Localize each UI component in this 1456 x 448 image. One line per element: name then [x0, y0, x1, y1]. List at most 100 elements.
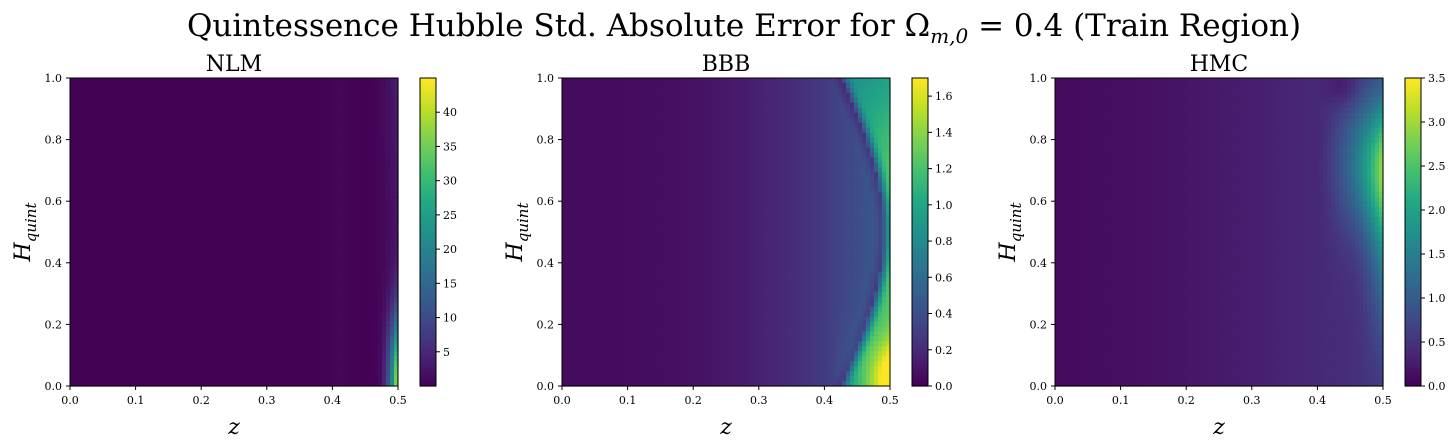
heatmap-cell: [90, 371, 95, 377]
heatmap-cell: [110, 381, 115, 387]
heatmap-cell: [174, 356, 179, 362]
heatmap-cell: [110, 351, 115, 357]
heatmap-cell: [290, 306, 295, 313]
heatmap-cell: [114, 227, 119, 233]
heatmap-cell: [86, 97, 91, 104]
heatmap-cell: [126, 301, 131, 308]
heatmap-cell: [94, 137, 99, 144]
heatmap-cell: [386, 227, 391, 233]
heatmap-cell: [386, 296, 391, 303]
heatmap-cell: [138, 172, 143, 178]
heatmap-cell: [282, 122, 287, 129]
heatmap-cell: [174, 366, 179, 372]
heatmap-cell: [206, 356, 211, 362]
heatmap-cell: [306, 246, 311, 253]
heatmap-cell: [150, 177, 155, 183]
heatmap-cell: [138, 147, 143, 154]
heatmap-cell: [86, 222, 91, 228]
heatmap-cell: [330, 117, 335, 124]
heatmap-cell: [326, 222, 331, 228]
heatmap-cell: [254, 187, 259, 193]
heatmap-cell: [286, 182, 291, 188]
heatmap-cell: [386, 202, 391, 208]
heatmap-cell: [206, 152, 211, 159]
heatmap-cell: [182, 102, 187, 109]
heatmap-cell: [326, 271, 331, 278]
heatmap-cell: [382, 142, 387, 149]
heatmap-cell: [254, 281, 259, 288]
heatmap-cell: [214, 132, 219, 139]
heatmap-cell: [242, 202, 247, 208]
heatmap-cell: [154, 187, 159, 193]
heatmap-cell: [294, 271, 299, 278]
heatmap-cell: [346, 132, 351, 139]
heatmap-cell: [158, 182, 163, 188]
heatmap-cell: [338, 271, 343, 278]
heatmap-cell: [86, 281, 91, 288]
heatmap-cell: [174, 78, 179, 84]
heatmap-cell: [190, 291, 195, 298]
heatmap-cell: [262, 207, 267, 213]
heatmap-cell: [390, 246, 395, 253]
heatmap-cell: [154, 281, 159, 288]
heatmap-cell: [174, 291, 179, 298]
heatmap-cell: [250, 346, 255, 352]
heatmap-cell: [294, 217, 299, 223]
heatmap-cell: [386, 346, 391, 352]
heatmap-cell: [102, 296, 107, 303]
heatmap-cell: [282, 346, 287, 352]
heatmap-cell: [126, 217, 131, 223]
heatmap-cell: [318, 306, 323, 313]
heatmap-cell: [350, 241, 355, 248]
heatmap-cell: [306, 331, 311, 337]
heatmap-cell: [166, 321, 171, 327]
heatmap-cell: [118, 127, 123, 134]
heatmap-cell: [350, 132, 355, 139]
heatmap-cell: [302, 381, 307, 387]
heatmap-cell: [202, 187, 207, 193]
heatmap-cell: [242, 217, 247, 223]
heatmap-cell: [86, 232, 91, 238]
heatmap-cell: [98, 167, 103, 173]
heatmap-cell: [234, 82, 239, 89]
heatmap-cell: [210, 192, 215, 198]
heatmap-cell: [126, 321, 131, 327]
heatmap-cell: [250, 251, 255, 258]
heatmap-cell: [282, 152, 287, 159]
heatmap-cell: [110, 192, 115, 198]
heatmap-cell: [154, 251, 159, 258]
heatmap-cell: [246, 232, 251, 238]
heatmap-cell: [182, 351, 187, 357]
heatmap-cell: [214, 97, 219, 104]
heatmap-cell: [102, 331, 107, 337]
heatmap-cell: [278, 241, 283, 248]
heatmap-cell: [130, 187, 135, 193]
heatmap-cell: [146, 117, 151, 124]
heatmap-cell: [94, 351, 99, 357]
heatmap-cell: [326, 227, 331, 233]
heatmap-cell: [266, 246, 271, 253]
heatmap-cell: [182, 371, 187, 377]
heatmap-cell: [378, 341, 383, 347]
heatmap-cell: [330, 97, 335, 104]
heatmap-cell: [166, 331, 171, 337]
heatmap-cell: [202, 286, 207, 293]
heatmap-cell: [230, 311, 235, 318]
heatmap-cell: [230, 82, 235, 89]
heatmap-cell: [106, 276, 111, 283]
heatmap-cell: [166, 281, 171, 288]
heatmap-cell: [338, 286, 343, 293]
heatmap-cell: [354, 316, 359, 323]
heatmap-cell: [302, 87, 307, 94]
heatmap-cell: [86, 326, 91, 332]
heatmap-cell: [142, 142, 147, 149]
heatmap-cell: [370, 97, 375, 104]
heatmap-cell: [106, 351, 111, 357]
heatmap-cell: [366, 301, 371, 308]
heatmap-cell: [166, 227, 171, 233]
heatmap-cell: [258, 117, 263, 124]
heatmap-cell: [174, 311, 179, 318]
heatmap-cell: [386, 182, 391, 188]
heatmap-cell: [298, 82, 303, 89]
heatmap-cell: [334, 351, 339, 357]
